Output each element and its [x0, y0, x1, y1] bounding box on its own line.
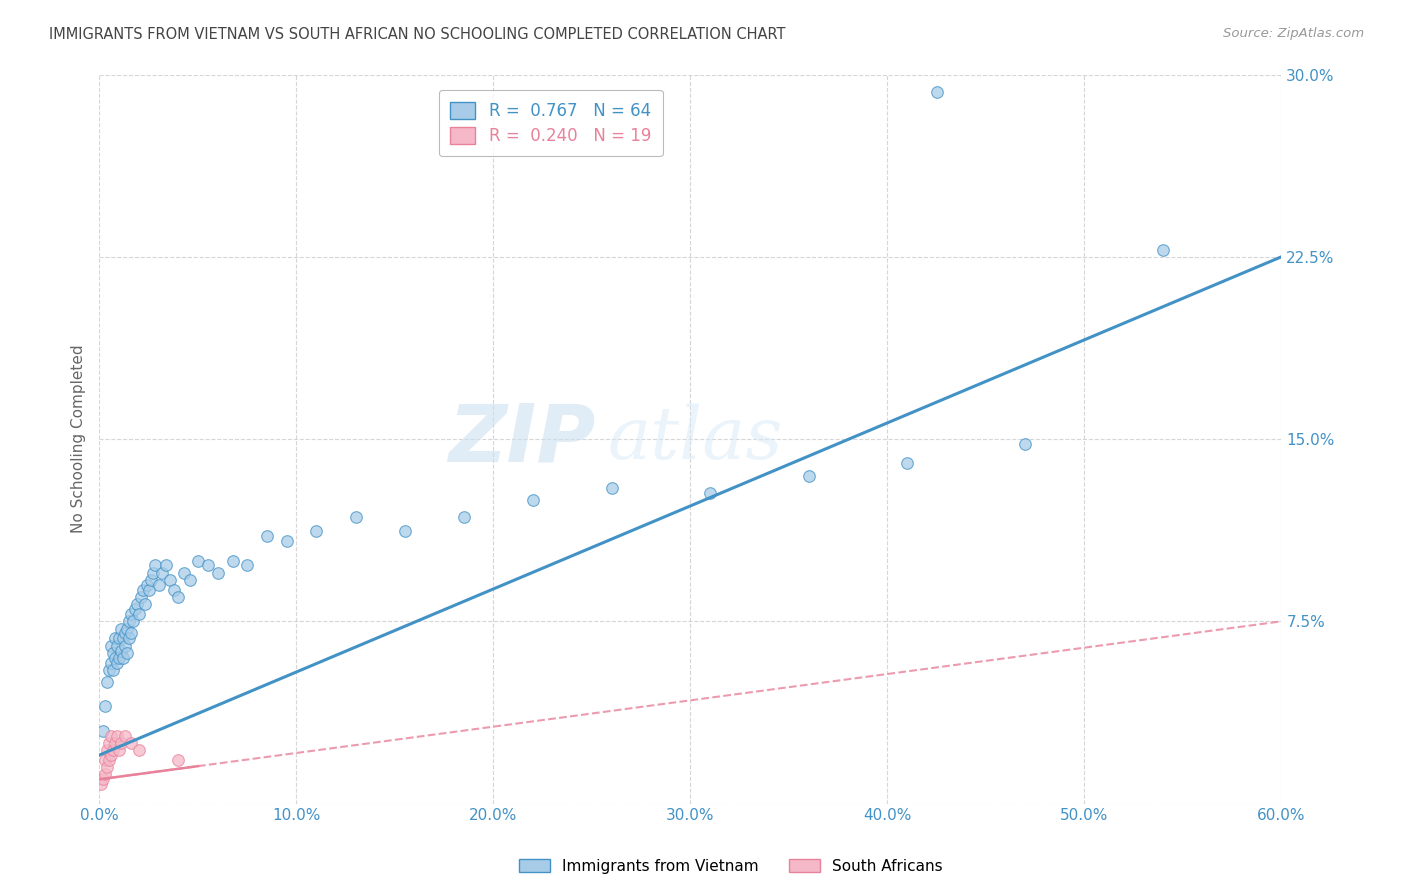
Point — [453, 509, 475, 524]
Point — [105, 656, 128, 670]
Point — [129, 590, 152, 604]
Point — [100, 729, 122, 743]
Point — [344, 509, 367, 524]
Point — [104, 650, 127, 665]
Point — [600, 481, 623, 495]
Point — [139, 573, 162, 587]
Point — [925, 85, 948, 99]
Point — [522, 492, 544, 507]
Point — [197, 558, 219, 573]
Legend: Immigrants from Vietnam, South Africans: Immigrants from Vietnam, South Africans — [513, 853, 949, 880]
Point — [115, 622, 138, 636]
Point — [100, 747, 122, 762]
Point — [167, 590, 190, 604]
Point — [699, 485, 721, 500]
Point — [93, 772, 115, 787]
Text: atlas: atlas — [607, 404, 783, 475]
Point — [394, 524, 416, 539]
Point — [120, 736, 142, 750]
Point — [236, 558, 259, 573]
Point — [114, 639, 136, 653]
Point — [173, 566, 195, 580]
Point — [104, 632, 127, 646]
Point — [163, 582, 186, 597]
Point — [159, 573, 181, 587]
Point — [132, 582, 155, 597]
Point — [179, 573, 201, 587]
Point — [118, 632, 141, 646]
Point — [128, 743, 150, 757]
Point — [120, 607, 142, 621]
Point — [148, 578, 170, 592]
Point — [114, 626, 136, 640]
Point — [152, 566, 174, 580]
Point — [1152, 243, 1174, 257]
Point — [94, 767, 117, 781]
Point — [207, 566, 229, 580]
Point — [187, 553, 209, 567]
Point — [104, 736, 127, 750]
Point — [114, 729, 136, 743]
Legend: R =  0.767   N = 64, R =  0.240   N = 19: R = 0.767 N = 64, R = 0.240 N = 19 — [439, 90, 662, 156]
Point — [135, 578, 157, 592]
Text: Source: ZipAtlas.com: Source: ZipAtlas.com — [1223, 27, 1364, 40]
Point — [93, 723, 115, 738]
Point — [115, 646, 138, 660]
Point — [110, 622, 132, 636]
Point — [128, 607, 150, 621]
Point — [134, 598, 156, 612]
Point — [100, 639, 122, 653]
Point — [100, 656, 122, 670]
Point — [98, 753, 121, 767]
Point — [98, 663, 121, 677]
Point — [120, 626, 142, 640]
Y-axis label: No Schooling Completed: No Schooling Completed — [72, 344, 86, 533]
Point — [256, 529, 278, 543]
Text: ZIP: ZIP — [449, 401, 596, 478]
Point — [138, 582, 160, 597]
Point — [98, 736, 121, 750]
Point — [94, 753, 117, 767]
Point — [112, 650, 135, 665]
Point — [96, 760, 118, 774]
Point — [122, 615, 145, 629]
Point — [896, 456, 918, 470]
Point — [167, 753, 190, 767]
Point — [276, 534, 298, 549]
Point — [108, 632, 131, 646]
Point — [142, 566, 165, 580]
Point — [94, 699, 117, 714]
Point — [108, 743, 131, 757]
Point — [155, 558, 177, 573]
Point — [103, 646, 125, 660]
Point — [105, 639, 128, 653]
Text: IMMIGRANTS FROM VIETNAM VS SOUTH AFRICAN NO SCHOOLING COMPLETED CORRELATION CHAR: IMMIGRANTS FROM VIETNAM VS SOUTH AFRICAN… — [49, 27, 786, 42]
Point — [1014, 437, 1036, 451]
Point — [103, 743, 125, 757]
Point — [90, 777, 112, 791]
Point — [103, 663, 125, 677]
Point — [108, 650, 131, 665]
Point — [110, 643, 132, 657]
Point — [110, 736, 132, 750]
Point — [96, 743, 118, 757]
Point — [797, 468, 820, 483]
Point — [222, 553, 245, 567]
Point — [105, 729, 128, 743]
Point — [96, 675, 118, 690]
Point — [124, 602, 146, 616]
Point — [118, 615, 141, 629]
Point — [143, 558, 166, 573]
Point — [305, 524, 328, 539]
Point — [125, 598, 148, 612]
Point — [112, 632, 135, 646]
